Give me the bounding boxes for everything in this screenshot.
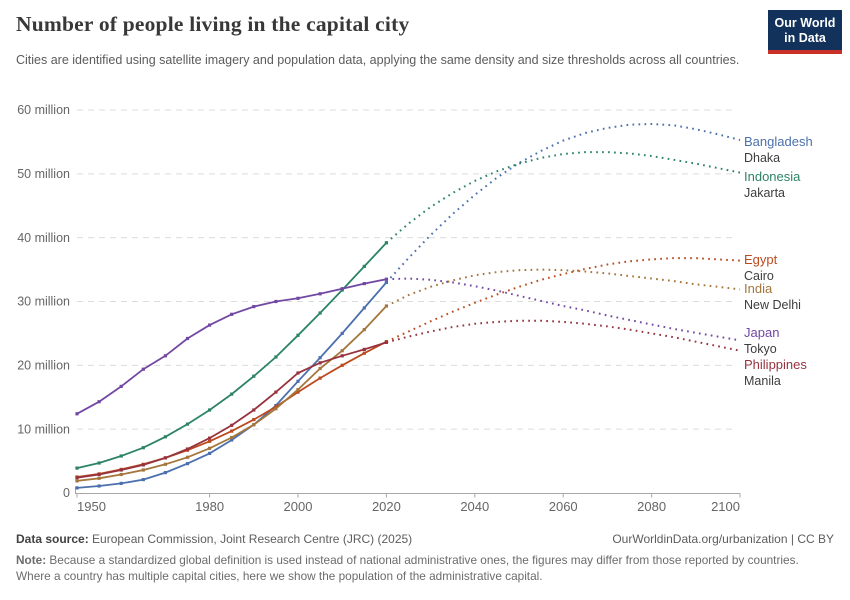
- legend-country-egypt: Egypt: [744, 252, 778, 267]
- svg-text:2000: 2000: [284, 499, 313, 514]
- svg-text:60 million: 60 million: [17, 103, 70, 117]
- footer: Data source: European Commission, Joint …: [16, 532, 834, 546]
- note-value: Because a standardized global definition…: [16, 553, 799, 583]
- legend-country-japan: Japan: [744, 325, 780, 340]
- svg-text:2060: 2060: [549, 499, 578, 514]
- legend-city-japan: Tokyo: [744, 342, 777, 356]
- svg-text:2040: 2040: [460, 499, 489, 514]
- legend-item-japan[interactable]: Japan Tokyo: [744, 325, 779, 357]
- svg-text:0: 0: [63, 486, 70, 500]
- series-egypt: [75, 257, 741, 479]
- series-bangladesh: [75, 122, 741, 490]
- svg-text:2080: 2080: [637, 499, 666, 514]
- legend-item-egypt[interactable]: Egypt Cairo: [744, 252, 777, 284]
- legend-item-india[interactable]: India New Delhi: [744, 281, 801, 313]
- legend-city-egypt: Cairo: [744, 269, 774, 283]
- note-label: Note:: [16, 553, 47, 567]
- legend-country-indonesia: Indonesia: [744, 169, 801, 184]
- svg-text:30 million: 30 million: [17, 295, 70, 309]
- series-japan: [75, 277, 741, 416]
- svg-text:50 million: 50 million: [17, 167, 70, 181]
- legend-country-philippines: Philippines: [744, 357, 807, 372]
- svg-text:1950: 1950: [77, 499, 106, 514]
- data-source-label: Data source:: [16, 532, 89, 546]
- legend-country-bangladesh: Bangladesh: [744, 134, 813, 149]
- svg-text:10 million: 10 million: [17, 422, 70, 436]
- svg-text:20 million: 20 million: [17, 359, 70, 373]
- series-india: [75, 268, 741, 483]
- legend-item-indonesia[interactable]: Indonesia Jakarta: [744, 169, 800, 201]
- legend-city-india: New Delhi: [744, 298, 801, 312]
- svg-text:40 million: 40 million: [17, 231, 70, 245]
- owid-logo[interactable]: Our World in Data: [768, 10, 842, 54]
- legend-city-bangladesh: Dhaka: [744, 151, 781, 165]
- legend-item-bangladesh[interactable]: Bangladesh Dhaka: [744, 134, 813, 166]
- owid-logo-line1: Our World: [774, 16, 836, 30]
- y-gridlines: 0 10 million 20 million 30 million 40 millio…: [17, 103, 737, 500]
- chart-subtitle: Cities are identified using satellite im…: [16, 53, 740, 67]
- page-title: Number of people living in the capital c…: [16, 12, 410, 36]
- x-axis: 1950 1980 2000 2020 2040 2060 2080 2100: [75, 487, 741, 514]
- data-source-value: European Commission, Joint Research Cent…: [88, 532, 413, 546]
- svg-text:2020: 2020: [372, 499, 401, 514]
- svg-text:2100: 2100: [711, 499, 740, 514]
- data-source-line: Data source: European Commission, Joint …: [16, 532, 412, 546]
- svg-text:1980: 1980: [195, 499, 224, 514]
- legend-item-philippines[interactable]: Philippines Manila: [744, 357, 807, 389]
- series-philippines: [75, 319, 741, 480]
- legend-city-philippines: Manila: [744, 374, 781, 388]
- series-indonesia: [75, 151, 741, 470]
- owid-logo-line2: in Data: [784, 31, 826, 45]
- legend-country-india: India: [744, 281, 773, 296]
- license-link[interactable]: OurWorldinData.org/urbanization | CC BY: [612, 532, 834, 546]
- chart-note: Note: Because a standardized global defi…: [16, 553, 836, 584]
- legend-city-indonesia: Jakarta: [744, 186, 785, 200]
